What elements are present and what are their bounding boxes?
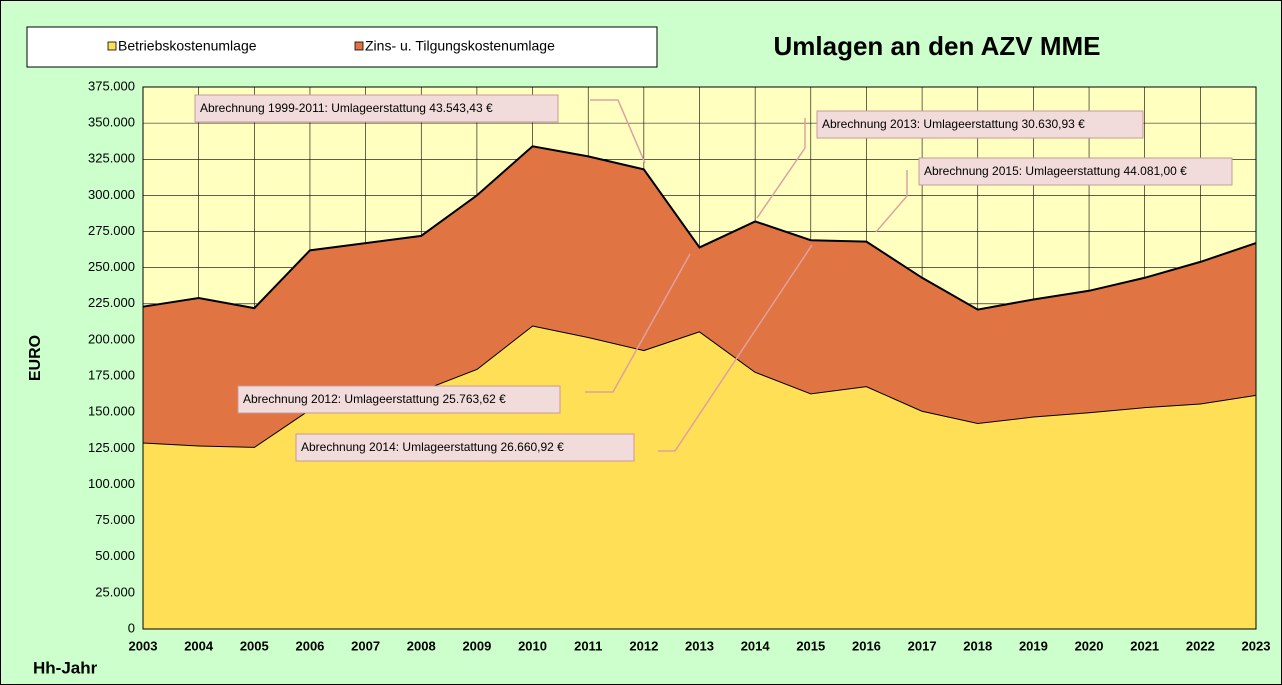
y-tick-label: 325.000 xyxy=(88,151,135,166)
y-tick-label: 225.000 xyxy=(88,295,135,310)
x-tick-label: 2014 xyxy=(741,638,771,653)
x-tick-label: 2009 xyxy=(462,638,491,653)
y-tick-label: 375.000 xyxy=(88,78,135,93)
y-tick-label: 150.000 xyxy=(88,404,135,419)
area xyxy=(143,146,1256,447)
legend-swatch xyxy=(354,41,364,51)
y-tick-label: 125.000 xyxy=(88,440,135,455)
annotation-box xyxy=(918,157,1233,186)
leader-line xyxy=(658,244,813,452)
x-tick-label: 2015 xyxy=(796,638,825,653)
y-tick-label: 25.000 xyxy=(95,584,135,599)
leader-line xyxy=(756,118,806,219)
leader-line xyxy=(875,170,908,233)
y-tick-label: 0 xyxy=(128,620,135,635)
plot-border xyxy=(142,86,1257,630)
x-tick-label: 2012 xyxy=(629,638,658,653)
chart-title: Umlagen an den AZV MME xyxy=(774,31,1101,61)
x-tick-label: 2005 xyxy=(240,638,269,653)
annotation-box xyxy=(295,433,635,462)
x-tick-label: 2018 xyxy=(963,638,992,653)
annotation-box xyxy=(237,385,561,414)
x-tick-label: 2013 xyxy=(685,638,714,653)
annotation: Abrechnung 2013: Umlageerstattung 30.630… xyxy=(822,117,1085,131)
x-tick-label: 2023 xyxy=(1242,638,1271,653)
x-tick-label: 2006 xyxy=(295,638,324,653)
y-tick-label: 175.000 xyxy=(88,368,135,383)
area-outline xyxy=(142,145,1257,311)
y-tick-label: 250.000 xyxy=(88,259,135,274)
annotation-box xyxy=(194,94,559,123)
x-tick-label: 2010 xyxy=(518,638,547,653)
y-tick-label: 50.000 xyxy=(95,548,135,563)
leader-line xyxy=(590,99,646,164)
legend-label: Betriebskostenumlage xyxy=(118,38,257,54)
legend xyxy=(26,26,658,68)
x-tick-label: 2008 xyxy=(407,638,436,653)
x-tick-label: 2021 xyxy=(1130,638,1159,653)
y-tick-label: 350.000 xyxy=(88,115,135,130)
x-tick-label: 2019 xyxy=(1019,638,1048,653)
x-tick-label: 2020 xyxy=(1075,638,1104,653)
annotation: Abrechnung 2014: Umlageerstattung 26.660… xyxy=(301,440,564,454)
y-tick-label: 275.000 xyxy=(88,223,135,238)
annotation: Abrechnung 2012: Umlageerstattung 25.763… xyxy=(243,392,506,406)
y-axis-label: EURO xyxy=(27,335,44,381)
x-axis-label: Hh-Jahr xyxy=(33,658,98,677)
y-tick-label: 100.000 xyxy=(88,476,135,491)
x-tick-label: 2003 xyxy=(129,638,158,653)
x-tick-label: 2004 xyxy=(184,638,214,653)
x-tick-label: 2007 xyxy=(351,638,380,653)
annotation-box xyxy=(816,110,1144,139)
legend-label: Zins- u. Tilgungskostenumlage xyxy=(365,38,555,54)
x-tick-label: 2017 xyxy=(908,638,937,653)
annotation: Abrechnung 2015: Umlageerstattung 44.081… xyxy=(924,164,1187,178)
y-tick-label: 300.000 xyxy=(88,187,135,202)
legend-swatch xyxy=(107,41,117,51)
x-tick-label: 2022 xyxy=(1186,638,1215,653)
y-tick-label: 200.000 xyxy=(88,331,135,346)
y-tick-label: 75.000 xyxy=(95,512,135,527)
x-tick-label: 2011 xyxy=(574,638,602,653)
leader-line xyxy=(585,253,691,393)
annotation: Abrechnung 1999-2011: Umlageerstattung 4… xyxy=(200,101,493,115)
x-tick-label: 2016 xyxy=(852,638,881,653)
